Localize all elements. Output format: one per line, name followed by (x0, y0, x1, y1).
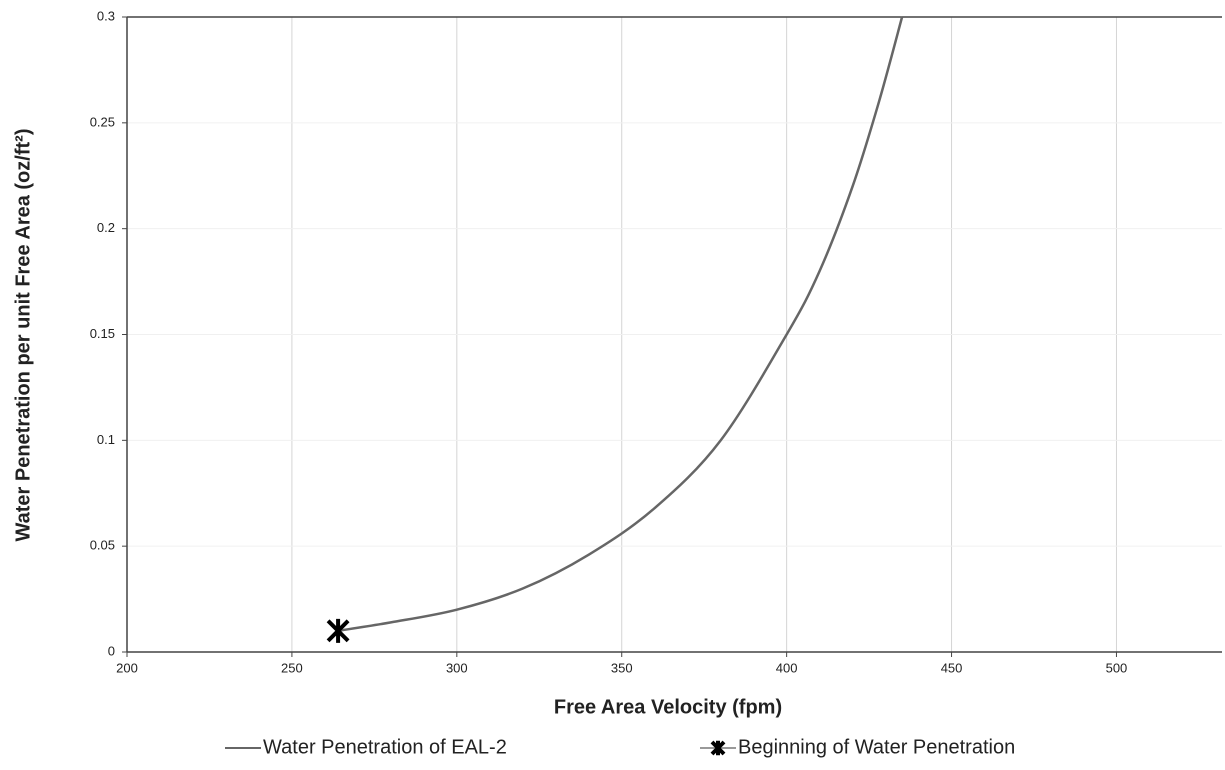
y-tick-label: 0.3 (97, 8, 115, 23)
marker-shape (710, 740, 726, 756)
marker-shape (326, 618, 350, 643)
y-tick-label: 0.25 (90, 114, 115, 129)
line (337, 16, 904, 633)
legend-label: Water Penetration of EAL-2 (263, 736, 507, 758)
marker (326, 618, 350, 643)
y-tick-label: 0.2 (97, 220, 115, 235)
x-axis-title: Free Area Velocity (fpm) (554, 696, 782, 718)
x-tick-label: 200 (116, 660, 138, 675)
y-tick-label: 0 (108, 643, 115, 658)
x-tick-label: 250 (281, 660, 303, 675)
x-tick-label: 300 (446, 660, 468, 675)
y-tick-label: 0.15 (90, 326, 115, 341)
x-tick-label: 400 (776, 660, 798, 675)
x-tick-label: 350 (611, 660, 633, 675)
legend-label: Beginning of Water Penetration (738, 736, 1015, 758)
x-tick-label: 450 (941, 660, 963, 675)
y-tick-label: 0.1 (97, 432, 115, 447)
x-tick-label: 500 (1106, 660, 1128, 675)
legend-marker (710, 740, 726, 756)
y-axis-title: Water Penetration per unit Free Area (oz… (12, 128, 34, 541)
y-tick-label: 0.05 (90, 538, 115, 553)
